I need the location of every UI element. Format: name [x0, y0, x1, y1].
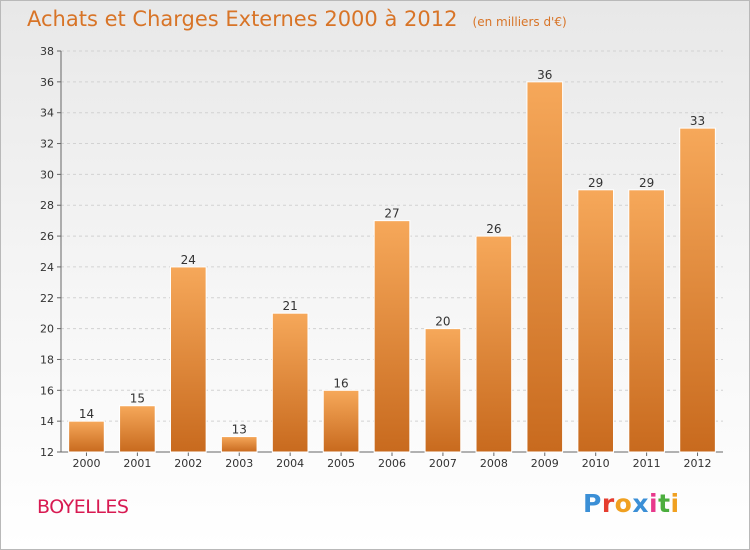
logo-letter: i [649, 489, 659, 518]
y-tick-label: 36 [40, 76, 54, 89]
bar-value-label: 24 [181, 253, 196, 267]
y-tick-label: 22 [40, 292, 54, 305]
bar-value-label: 20 [435, 315, 450, 329]
logo-letter: t [658, 489, 671, 518]
bar-2005 [322, 389, 360, 453]
y-tick-label: 18 [40, 353, 54, 366]
bar-value-label: 21 [283, 299, 298, 313]
axes: 12 14 16 18 20 22 24 26 28 30 32 34 36 38 2000 2001 2002… [40, 45, 723, 470]
bar-value-label: 29 [639, 176, 654, 190]
bar-2011 [628, 189, 665, 453]
y-tick-label: 32 [40, 138, 54, 151]
bar-2009 [526, 81, 564, 453]
y-tick-label: 12 [40, 446, 54, 459]
bar-2007 [424, 328, 462, 453]
bar-2002 [169, 266, 207, 453]
x-tick-label: 2005 [327, 457, 355, 470]
bar-2000 [68, 420, 105, 453]
y-tick-label: 30 [40, 168, 54, 181]
x-tick-label: 2010 [582, 457, 610, 470]
bar-value-label: 16 [333, 376, 348, 390]
proxiti-logo[interactable]: Proxiti [583, 489, 680, 518]
bar-value-label: 13 [232, 423, 247, 437]
x-tick-label: 2009 [531, 457, 559, 470]
x-tick-label: 2012 [684, 457, 712, 470]
logo-letter: P [583, 489, 602, 518]
bar-2006 [373, 220, 411, 453]
bar-value-label: 15 [130, 392, 145, 406]
bar-value-label: 26 [486, 222, 501, 236]
chart-subtitle: (en milliers d'€) [472, 15, 567, 29]
x-tick-label: 2002 [174, 457, 202, 470]
bar-value-label: 27 [384, 207, 399, 221]
bar-value-label: 14 [79, 407, 94, 421]
logo-letter: o [614, 489, 633, 518]
y-tick-label: 26 [40, 230, 54, 243]
bar-2004 [271, 312, 309, 453]
chart-title: Achats et Charges Externes 2000 à 2012 [27, 7, 458, 31]
bars [68, 81, 716, 453]
logo-letter: r [601, 489, 615, 518]
chart-title-block: Achats et Charges Externes 2000 à 2012 (… [27, 7, 567, 31]
y-tick-label: 28 [40, 199, 54, 212]
x-tick-label: 2003 [225, 457, 253, 470]
bar-value-label: 36 [537, 68, 552, 82]
bar-2012 [679, 127, 716, 453]
x-tick-label: 2007 [429, 457, 457, 470]
commune-name: BOYELLES [37, 496, 129, 518]
x-tick-label: 2004 [276, 457, 304, 470]
y-tick-label: 16 [40, 384, 54, 397]
x-tick-label: 2006 [378, 457, 406, 470]
bar-value-label: 29 [588, 176, 603, 190]
bar-2003 [220, 436, 258, 453]
bar-2010 [577, 189, 615, 453]
y-tick-label: 24 [40, 261, 54, 274]
x-tick-label: 2001 [123, 457, 151, 470]
data-labels: 14 15 24 13 21 16 27 20 26 36 29 29 33 [79, 68, 705, 437]
bar-2001 [119, 405, 156, 453]
y-tick-label: 38 [40, 45, 54, 58]
y-tick-label: 20 [40, 323, 54, 336]
x-tick-label: 2008 [480, 457, 508, 470]
x-tick-label: 2011 [633, 457, 661, 470]
y-tick-label: 34 [40, 107, 54, 120]
logo-letter: x [632, 489, 649, 518]
y-tick-label: 14 [40, 415, 54, 428]
bar-value-label: 33 [690, 114, 705, 128]
bar-2008 [475, 235, 513, 453]
x-tick-label: 2000 [72, 457, 100, 470]
logo-letter: i [670, 489, 680, 518]
